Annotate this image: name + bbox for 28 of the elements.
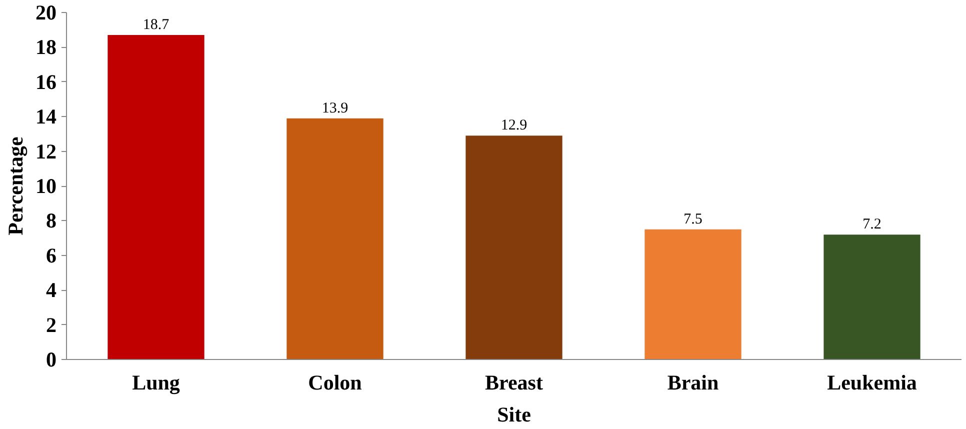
y-axis-title: Percentage (4, 136, 28, 236)
y-tick-label: 14 (36, 104, 57, 129)
y-tick-label: 8 (46, 208, 56, 233)
data-label: 7.5 (684, 211, 702, 228)
bar (824, 234, 920, 360)
x-tick-label: Colon (308, 370, 362, 394)
bar (286, 118, 384, 360)
y-tick-label: 10 (36, 174, 56, 198)
x-tick-label: Lung (132, 370, 180, 394)
bar (644, 229, 742, 360)
y-tick-label: 18 (36, 35, 56, 60)
y-tick-label: 6 (46, 243, 56, 268)
y-tick-label: 20 (36, 0, 56, 24)
x-axis-title: Site (497, 402, 531, 426)
bar (108, 35, 204, 360)
x-tick-label: Leukemia (827, 370, 918, 394)
y-tick-label: 4 (46, 278, 57, 302)
y-tick-label: 2 (46, 312, 56, 337)
y-tick-label: 0 (46, 348, 56, 372)
data-label: 18.7 (142, 17, 170, 34)
data-label: 7.2 (862, 216, 882, 233)
bar (466, 136, 562, 360)
y-tick-label: 16 (36, 70, 56, 94)
data-label: 12.9 (500, 118, 528, 134)
y-tick-label: 12 (36, 139, 56, 164)
x-tick-label: Brain (667, 370, 719, 394)
data-label: 13.9 (322, 100, 348, 116)
x-tick-label: Breast (485, 370, 543, 394)
